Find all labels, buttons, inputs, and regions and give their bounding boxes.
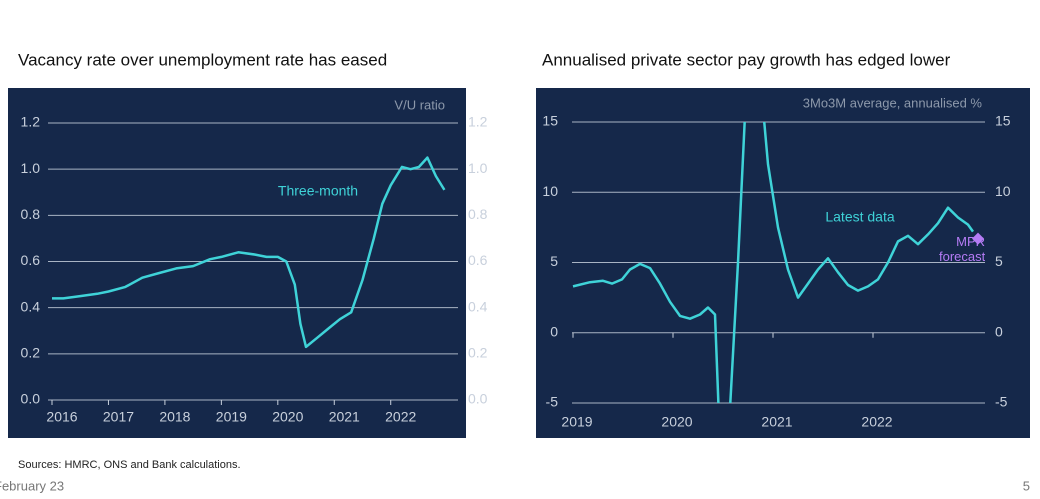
y2-tick-label: 0.2 — [468, 345, 488, 361]
x-tick-label: 2022 — [861, 414, 892, 430]
y2-tick-label: 1.0 — [468, 160, 488, 176]
y2-tick-label: 0.8 — [468, 206, 488, 222]
y-tick-label: 0.0 — [21, 391, 41, 407]
date: February 23 — [0, 478, 64, 493]
y2-tick-label: 10 — [995, 183, 1011, 199]
page-number: 5 — [1023, 478, 1030, 493]
y2-tick-label: 0.6 — [468, 252, 488, 268]
source: Sources: HMRC, ONS and Bank calculations… — [18, 459, 241, 471]
y-tick-label: -5 — [546, 394, 559, 410]
x-tick-label: 2018 — [159, 409, 190, 425]
y-tick-label: 0.6 — [21, 252, 41, 268]
x-tick-label: 2017 — [103, 409, 134, 425]
y2-tick-label: 0.0 — [468, 391, 488, 407]
y-tick-label: 1.2 — [21, 114, 41, 130]
series-line — [572, 122, 975, 403]
x-tick-label: 2020 — [272, 409, 303, 425]
y-tick-label: 1.0 — [21, 160, 41, 176]
plot — [52, 156, 446, 349]
forecast-marker — [972, 232, 984, 245]
x-tick-label: 2022 — [385, 409, 416, 425]
x-tick-label: 2021 — [761, 414, 792, 430]
y-tick-label: 0.2 — [21, 345, 41, 361]
chart-title: Vacancy rate over unemployment rate has … — [18, 50, 387, 69]
x-tick-label: 2016 — [46, 409, 77, 425]
y-tick-label: 0.8 — [21, 206, 41, 222]
y2-tick-label: 15 — [995, 113, 1011, 129]
series-label: MPR forecast — [939, 233, 985, 264]
x-tick-label: 2019 — [216, 409, 247, 425]
series-label: Three-month — [278, 183, 358, 199]
y2-tick-label: 0 — [995, 323, 1003, 339]
x-tick-label: 2019 — [561, 414, 592, 430]
plot — [572, 122, 984, 403]
y2-tick-label: 5 — [995, 253, 1003, 269]
chart-title: Annualised private sector pay growth has… — [542, 50, 951, 69]
x-tick-label: 2020 — [661, 414, 692, 430]
y-tick-label: 0.4 — [21, 298, 41, 314]
series-line — [52, 156, 446, 349]
x-tick-label: 2021 — [329, 409, 360, 425]
y2-tick-label: 0.4 — [468, 298, 488, 314]
panel — [8, 88, 466, 438]
y-tick-label: 0 — [550, 323, 558, 339]
series-label: Latest data — [825, 209, 894, 225]
y-tick-label: 15 — [542, 113, 558, 129]
y-tick-label: 10 — [542, 183, 558, 199]
y-tick-label: 5 — [550, 253, 558, 269]
series-label-box: MPR forecast — [939, 233, 985, 264]
y2-tick-label: 1.2 — [468, 114, 488, 130]
annotation: V/U ratio — [394, 97, 445, 112]
y2-tick-label: -5 — [995, 394, 1008, 410]
annotation: 3Mo3M average, annualised % — [803, 95, 983, 110]
